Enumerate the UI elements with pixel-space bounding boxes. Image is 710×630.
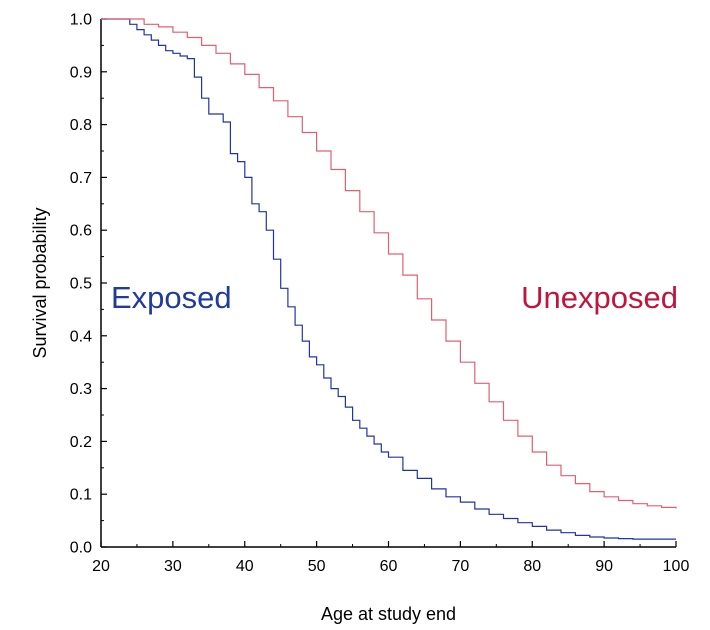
y-tick-label: 0.5: [70, 276, 92, 293]
x-tick-label: 60: [380, 558, 398, 575]
x-tick-label: 100: [663, 558, 690, 575]
y-tick-label: 0.1: [70, 487, 92, 504]
x-axis-title: Age at study end: [321, 604, 456, 624]
x-tick-label: 90: [595, 558, 613, 575]
y-tick-label: 0.9: [70, 64, 92, 81]
ticks: 20 30 40 50 60 70 80 90 100 0.0 0.1 0.2 0.3 0.4 0.5 0.6…: [70, 12, 690, 576]
unexposed-survival-curve: [101, 18, 677, 509]
series-lines: [101, 18, 677, 540]
y-axis-title: Survival probability: [30, 207, 50, 358]
x-tick-label: 40: [236, 558, 254, 575]
x-tick-label: 20: [92, 558, 110, 575]
y-tick-label: 0.3: [70, 381, 92, 398]
series-label-exposed: Exposed: [111, 280, 232, 315]
y-tick-label: 0.2: [70, 434, 92, 451]
exposed-survival-curve: [101, 18, 676, 540]
y-tick-label: 0.7: [70, 170, 92, 187]
y-tick-label: 0.4: [70, 328, 92, 345]
series-label-unexposed: Unexposed: [521, 280, 678, 315]
y-tick-label: 0.6: [70, 223, 92, 240]
x-tick-label: 70: [451, 558, 469, 575]
x-tick-label: 50: [308, 558, 326, 575]
y-tick-label: 0.0: [70, 540, 92, 557]
y-tick-label: 1.0: [70, 12, 92, 29]
x-tick-label: 30: [164, 558, 182, 575]
y-tick-label: 0.8: [70, 117, 92, 134]
x-tick-label: 80: [523, 558, 541, 575]
